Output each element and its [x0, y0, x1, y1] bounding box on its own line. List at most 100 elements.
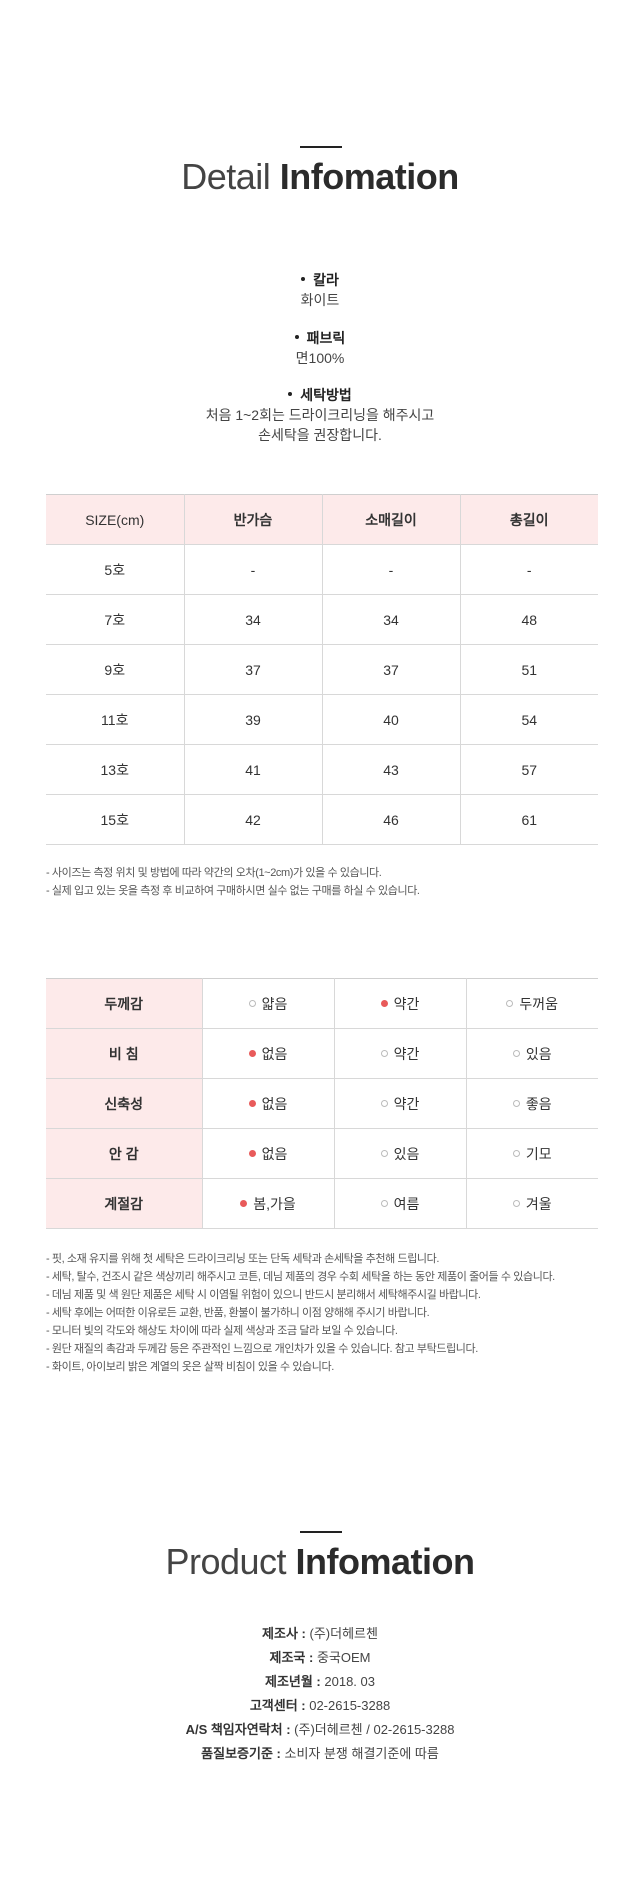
radio-circle-icon — [248, 1000, 256, 1007]
size-header-cell: 소매길이 — [321, 494, 461, 545]
size-cell: 54 — [459, 694, 598, 745]
spec-washing: 세탁방법 처음 1~2회는 드라이크리닝을 해주시고 손세탁을 권장합니다. — [0, 385, 640, 445]
care-note: - 세탁 후에는 어떠한 이유로든 교환, 반품, 환불이 불가하니 이점 양해… — [46, 1307, 430, 1319]
table-row: 5호 - - - — [46, 544, 598, 595]
info-row: 고객센터 : 02-2615-3288 — [249, 1698, 391, 1713]
size-cell: 41 — [183, 744, 323, 795]
feel-label: 두께감 — [46, 978, 203, 1029]
feel-option: 약간 — [380, 994, 419, 1014]
feel-option: 겨울 — [512, 1194, 552, 1214]
bullet-icon — [301, 277, 306, 282]
info-row: 제조년월 : 2018. 03 — [264, 1674, 375, 1689]
feel-label: 안 감 — [46, 1128, 203, 1179]
size-cell: 46 — [321, 794, 461, 845]
feel-option: 없음 — [248, 1044, 287, 1064]
feel-label: 비 침 — [46, 1028, 203, 1079]
product-title-light: Product — [165, 1541, 287, 1582]
bullet-icon — [294, 335, 299, 340]
feel-label: 계절감 — [46, 1178, 203, 1229]
product-title-bar — [300, 1531, 342, 1533]
fabric-feel-table: 두께감 얇음 약간 두꺼움 비 침 없음 약간 있음 신축성 없음 약간 좋음 … — [46, 978, 598, 1229]
size-cell: 13호 — [46, 744, 185, 795]
spec-washing-value-2: 손세탁을 권장합니다. — [258, 427, 382, 443]
radio-circle-selected-icon — [380, 1000, 388, 1007]
feel-option: 두꺼움 — [506, 994, 558, 1014]
size-cell: 42 — [183, 794, 323, 845]
table-row: 계절감 봄,가을 여름 겨울 — [46, 1178, 598, 1229]
size-cell: - — [459, 544, 598, 595]
radio-circle-icon — [380, 1150, 388, 1157]
product-title: Product Infomation — [0, 1541, 640, 1583]
size-cell: 5호 — [46, 544, 185, 595]
bullet-icon — [288, 392, 293, 397]
radio-circle-selected-icon — [248, 1050, 256, 1057]
product-title-bold: Infomation — [295, 1541, 475, 1582]
feel-option: 봄,가을 — [240, 1194, 296, 1214]
care-notes: - 핏, 소재 유지를 위해 첫 세탁은 드라이크리닝 또는 단독 세탁과 손세… — [46, 1250, 606, 1376]
table-row: 두께감 얇음 약간 두꺼움 — [46, 978, 598, 1029]
size-header-cell: SIZE(cm) — [46, 494, 185, 545]
size-notes: - 사이즈는 측정 위치 및 방법에 따라 약간의 오차(1~2cm)가 있을 … — [46, 864, 606, 900]
feel-option: 있음 — [512, 1044, 552, 1064]
size-cell: 48 — [459, 594, 598, 645]
table-row: 신축성 없음 약간 좋음 — [46, 1078, 598, 1129]
feel-option: 약간 — [380, 1044, 419, 1064]
size-cell: 37 — [183, 644, 323, 695]
feel-option: 약간 — [380, 1094, 419, 1114]
size-cell: 51 — [459, 644, 598, 695]
spec-washing-label: 세탁방법 — [300, 387, 352, 403]
size-note: - 사이즈는 측정 위치 및 방법에 따라 약간의 오차(1~2cm)가 있을 … — [46, 867, 382, 879]
care-note: - 데님 제품 및 색 원단 제품은 세탁 시 이염될 위험이 있으니 반드시 … — [46, 1289, 481, 1301]
detail-title-bar — [300, 146, 342, 148]
size-note: - 실제 입고 있는 옷을 측정 후 비교하여 구매하시면 실수 없는 구매를 … — [46, 885, 420, 897]
size-cell: 57 — [459, 744, 598, 795]
size-cell: 40 — [321, 694, 461, 745]
feel-option: 기모 — [512, 1144, 552, 1164]
care-note: - 원단 재질의 촉감과 두께감 등은 주관적인 느낌으로 개인차가 있을 수 … — [46, 1343, 478, 1355]
info-row: 품질보증기준 : 소비자 분쟁 해결기준에 따름 — [201, 1746, 439, 1761]
care-note: - 핏, 소재 유지를 위해 첫 세탁은 드라이크리닝 또는 단독 세탁과 손세… — [46, 1253, 440, 1265]
size-cell: 9호 — [46, 644, 185, 695]
radio-circle-selected-icon — [248, 1100, 256, 1107]
feel-option: 얇음 — [248, 994, 287, 1014]
detail-title: Detail Infomation — [0, 156, 640, 198]
feel-option: 있음 — [380, 1144, 419, 1164]
radio-circle-icon — [512, 1100, 520, 1107]
size-header-cell: 총길이 — [459, 494, 598, 545]
feel-option: 없음 — [248, 1094, 287, 1114]
size-table-header: SIZE(cm) 반가슴 소매길이 총길이 — [46, 494, 598, 545]
radio-circle-icon — [512, 1050, 520, 1057]
detail-title-bold: Infomation — [279, 156, 459, 197]
feel-option: 없음 — [248, 1144, 287, 1164]
radio-circle-selected-icon — [248, 1150, 256, 1157]
size-header-cell: 반가슴 — [183, 494, 323, 545]
table-row: 비 침 없음 약간 있음 — [46, 1028, 598, 1079]
table-row: 15호 42 46 61 — [46, 794, 598, 845]
info-row: A/S 책임자연락처 : (주)더헤르첸 / 02-2615-3288 — [185, 1722, 455, 1737]
table-row: 안 감 없음 있음 기모 — [46, 1128, 598, 1179]
size-table: SIZE(cm) 반가슴 소매길이 총길이 5호 - - - 7호 34 34 … — [46, 494, 598, 845]
table-row: 9호 37 37 51 — [46, 644, 598, 695]
care-note: - 모니터 빛의 각도와 해상도 차이에 따라 실제 색상과 조금 달라 보일 … — [46, 1325, 398, 1337]
care-note: - 화이트, 아이보리 밝은 계열의 옷은 살짝 비침이 있을 수 있습니다. — [46, 1361, 334, 1373]
size-cell: 39 — [183, 694, 323, 745]
size-cell: 11호 — [46, 694, 185, 745]
spec-color-value: 화이트 — [300, 292, 340, 308]
radio-circle-icon — [380, 1100, 388, 1107]
table-row: 11호 39 40 54 — [46, 694, 598, 745]
table-row: 7호 34 34 48 — [46, 594, 598, 645]
size-cell: - — [321, 544, 461, 595]
product-info: 제조사 : (주)더헤르첸 제조국 : 중국OEM 제조년월 : 2018. 0… — [0, 1622, 640, 1766]
info-row: 제조사 : (주)더헤르첸 — [262, 1626, 378, 1641]
radio-circle-icon — [506, 1000, 514, 1007]
spec-washing-value-1: 처음 1~2회는 드라이크리닝을 해주시고 — [205, 407, 435, 423]
spec-fabric-value: 면100% — [295, 350, 345, 366]
feel-label: 신축성 — [46, 1078, 203, 1129]
radio-circle-selected-icon — [240, 1200, 248, 1207]
size-cell: 7호 — [46, 594, 185, 645]
feel-option: 여름 — [380, 1194, 419, 1214]
radio-circle-icon — [512, 1150, 520, 1157]
radio-circle-icon — [380, 1200, 388, 1207]
size-cell: 61 — [459, 794, 598, 845]
size-cell: 43 — [321, 744, 461, 795]
